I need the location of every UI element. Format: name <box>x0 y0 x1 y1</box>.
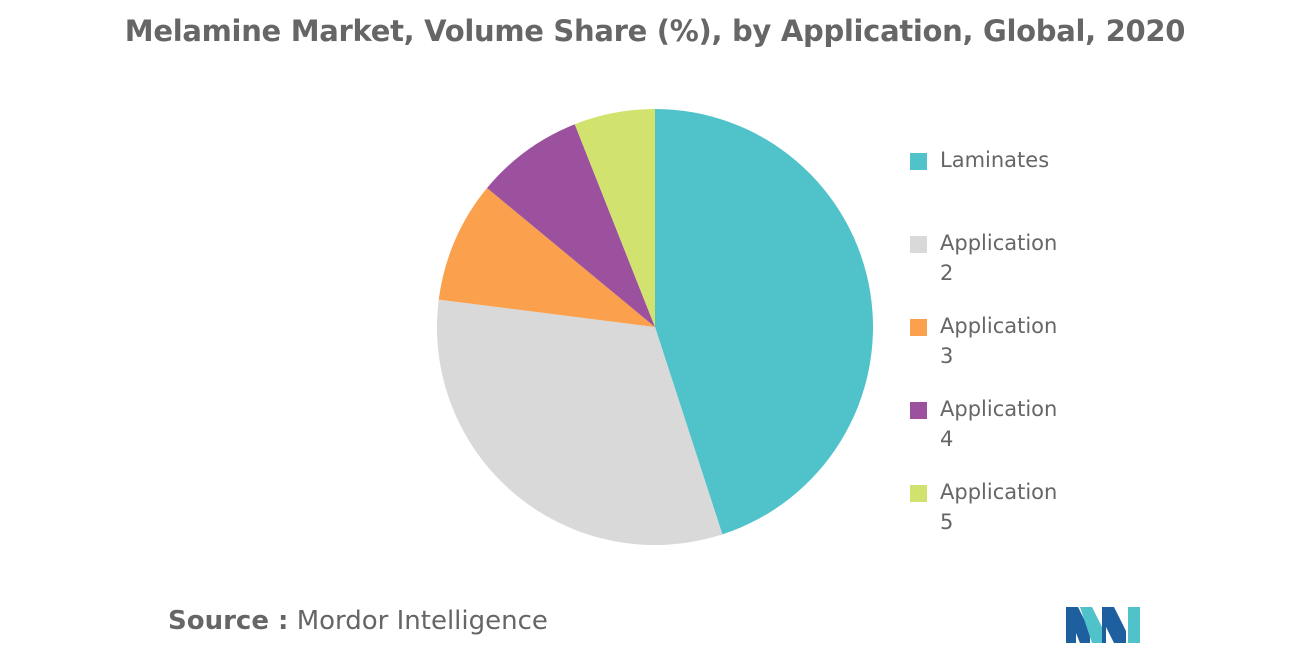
legend-item-4: Application 4 <box>910 394 1070 454</box>
legend-label: Application 2 <box>940 231 1058 285</box>
source-text: Mordor Intelligence <box>296 606 548 636</box>
legend-item-2: Application 2 <box>910 228 1070 288</box>
pie-slice-1 <box>655 109 874 535</box>
source-label: Source : <box>168 606 289 636</box>
pie-slice-3 <box>438 188 655 327</box>
pie-chart <box>420 92 890 562</box>
source-note: Source : Mordor Intelligence <box>168 606 548 636</box>
legend-label: Application 3 <box>940 314 1058 368</box>
mordor-logo-icon <box>1066 607 1140 643</box>
legend-item-5: Application 5 <box>910 477 1070 537</box>
pie-slice-4 <box>487 124 655 327</box>
legend-swatch <box>910 485 927 502</box>
pie-slice-5 <box>574 109 655 327</box>
legend-item-1: Laminates <box>910 145 1070 175</box>
legend-swatch <box>910 319 927 336</box>
legend-label: Application 5 <box>940 480 1058 534</box>
legend-label: Laminates <box>940 148 1050 172</box>
pie-svg <box>437 109 874 546</box>
mordor-logo <box>1066 603 1140 643</box>
chart-title: Melamine Market, Volume Share (%), by Ap… <box>124 14 1186 48</box>
legend-swatch <box>910 153 927 170</box>
legend-item-3: Application 3 <box>910 311 1070 371</box>
legend-swatch <box>910 402 927 419</box>
pie-slice-2 <box>437 299 723 546</box>
legend-swatch <box>910 236 927 253</box>
legend-label: Application 4 <box>940 397 1058 451</box>
